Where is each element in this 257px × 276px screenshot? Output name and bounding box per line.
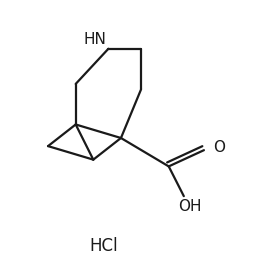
Text: O: O [213, 140, 225, 155]
Text: OH: OH [178, 200, 202, 214]
Text: HCl: HCl [89, 237, 118, 255]
Text: HN: HN [83, 32, 106, 47]
